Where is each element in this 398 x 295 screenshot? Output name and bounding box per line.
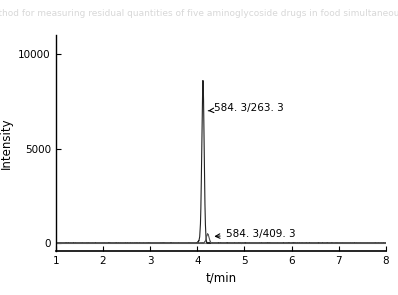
Text: Method for measuring residual quantities of five aminoglycoside drugs in food si: Method for measuring residual quantities… xyxy=(0,9,398,18)
Text: 584. 3/409. 3: 584. 3/409. 3 xyxy=(215,229,295,239)
Text: 584. 3/263. 3: 584. 3/263. 3 xyxy=(208,103,283,113)
X-axis label: t/min: t/min xyxy=(205,271,236,284)
Y-axis label: Intensity: Intensity xyxy=(0,117,13,169)
